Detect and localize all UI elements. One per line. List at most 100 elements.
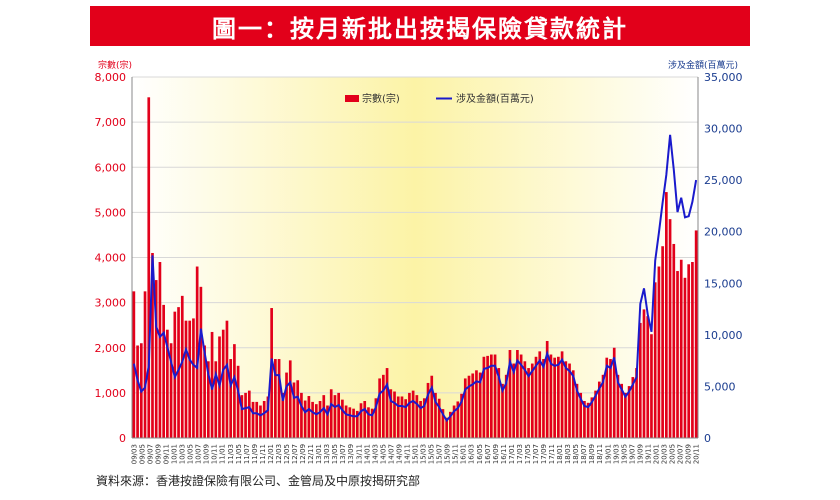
bar (158, 262, 162, 438)
x-tick-label: 12/07 (291, 444, 299, 464)
x-tick-label: 16/11 (500, 444, 508, 464)
bar (616, 374, 620, 438)
bar (452, 405, 456, 438)
amount-line (132, 134, 698, 423)
bar (307, 396, 311, 438)
x-tick-label: 10/03 (179, 444, 187, 464)
bar (415, 395, 419, 438)
x-tick-label: 18/05 (572, 444, 580, 464)
x-tick-label: 11/05 (235, 444, 243, 464)
x-tick-label: 16/01 (460, 444, 468, 464)
x-tick-label: 10/05 (187, 444, 195, 464)
x-tick-label: 12/05 (283, 444, 291, 464)
bar (355, 410, 359, 438)
x-tick-label: 15/11 (452, 444, 460, 464)
bar (214, 361, 218, 438)
bar (154, 280, 158, 438)
y-right-tick-label: 35,000 (704, 71, 743, 84)
bar (605, 357, 609, 438)
y-left-tick-label: 5,000 (95, 206, 127, 219)
x-tick-label: 09/09 (155, 444, 163, 464)
bar (378, 378, 381, 438)
bar (404, 399, 408, 438)
bar (247, 390, 251, 438)
bar (482, 356, 486, 438)
bar (597, 381, 601, 438)
bar (449, 411, 452, 438)
bar (281, 392, 285, 438)
x-tick-label: 15/05 (428, 444, 436, 464)
bar (229, 359, 233, 438)
bar (199, 286, 203, 438)
bar (143, 291, 147, 438)
bar (441, 409, 445, 438)
bar (523, 361, 527, 438)
bar (188, 320, 192, 438)
y-left-tick-label: 3,000 (95, 297, 127, 310)
bar (475, 370, 478, 438)
bar (419, 400, 422, 438)
bar (147, 97, 151, 439)
x-tick-label: 10/09 (203, 444, 211, 464)
bar (240, 395, 244, 438)
x-tick-label: 20/11 (693, 444, 701, 464)
bar (534, 356, 538, 438)
bar (359, 403, 363, 438)
bar (489, 354, 493, 438)
bar (445, 417, 448, 438)
bar (430, 375, 434, 438)
x-tick-label: 19/03 (612, 444, 620, 464)
bar (519, 354, 523, 438)
x-tick-label: 17/11 (548, 444, 556, 464)
x-tick-label: 09/07 (146, 444, 154, 464)
y-right-tick-label: 5,000 (704, 380, 736, 393)
bar (385, 368, 389, 438)
bar (180, 295, 184, 438)
bar (206, 361, 210, 438)
bar (233, 344, 236, 438)
x-tick-label: 15/09 (444, 444, 452, 464)
bar (501, 383, 504, 438)
bar (586, 402, 590, 438)
x-tick-label: 20/03 (661, 444, 669, 464)
bar (136, 345, 139, 438)
x-tick-label: 17/01 (508, 444, 516, 464)
bar (184, 320, 188, 438)
bar (396, 396, 400, 438)
bar (262, 400, 266, 438)
bar (650, 334, 653, 438)
x-tick-label: 17/07 (532, 444, 540, 464)
bar (259, 405, 262, 438)
x-tick-label: 09/05 (138, 444, 146, 464)
x-tick-label: 13/07 (339, 444, 347, 464)
bar (348, 407, 352, 438)
x-tick-label: 14/09 (395, 444, 403, 464)
x-tick-label: 11/07 (243, 444, 251, 464)
x-tick-label: 20/01 (653, 444, 661, 464)
x-tick-label: 15/03 (420, 444, 428, 464)
bar (437, 398, 441, 438)
bar (300, 392, 303, 438)
legend-line-label: 涉及金額(百萬元) (456, 92, 534, 105)
bar (467, 375, 471, 438)
chart-title: 圖一：按月新批出按揭保險貸款統計 (90, 6, 750, 46)
y-left-tick-label: 2,000 (95, 342, 127, 355)
bar (363, 400, 367, 438)
bar (434, 392, 437, 438)
bar (508, 350, 512, 438)
bar (408, 392, 411, 438)
bar (609, 359, 612, 438)
bar (314, 404, 318, 438)
x-tick-label: 12/11 (307, 444, 315, 464)
bar (579, 392, 583, 438)
bar (638, 322, 642, 438)
bar (270, 308, 273, 438)
bar (661, 246, 664, 438)
x-tick-label: 16/05 (476, 444, 484, 464)
bar (389, 389, 393, 438)
x-tick-label: 18/07 (580, 444, 588, 464)
bar (657, 266, 661, 438)
y-right-tick-label: 30,000 (704, 123, 743, 136)
bar (255, 401, 259, 438)
